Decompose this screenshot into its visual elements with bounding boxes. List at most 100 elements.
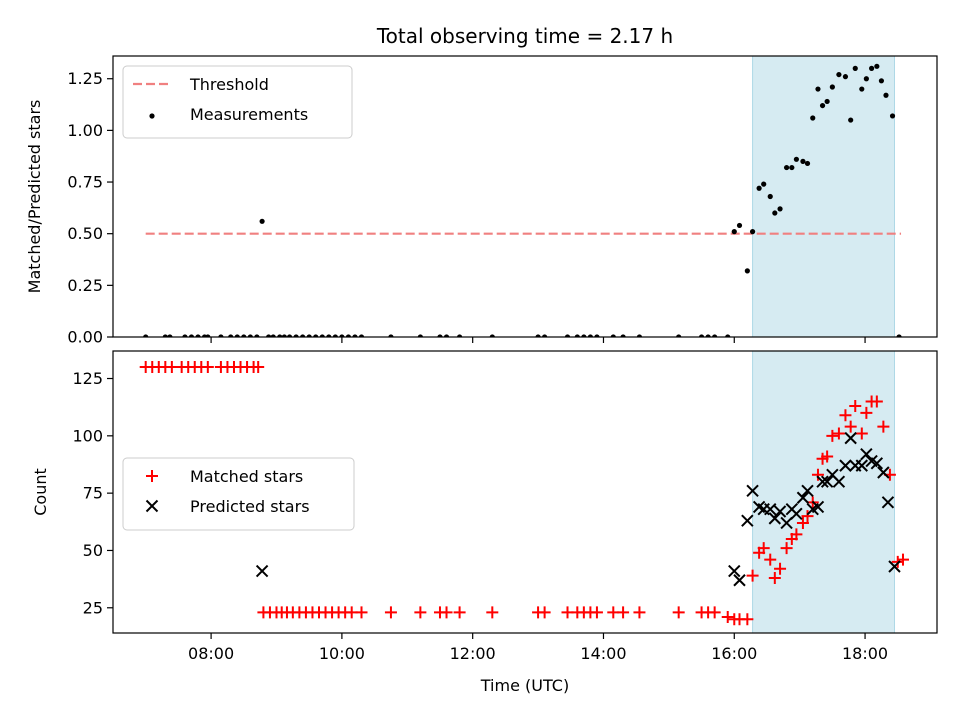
data-point [538,606,551,619]
data-point [896,553,909,566]
data-point [581,334,587,337]
data-point [319,334,325,337]
data-point [889,113,896,119]
shaded-interval [752,55,895,338]
data-point [620,334,626,337]
data-point [587,334,593,337]
y-tick-label: 50 [83,541,103,560]
data-point [877,466,890,479]
x-tick-label: 18:00 [842,644,888,663]
data-point [741,514,754,527]
data-point [764,553,777,566]
data-point [793,156,799,162]
data-point [767,193,773,200]
data-point [832,427,845,440]
data-point [800,158,806,164]
data-point [725,334,731,337]
y-tick-label: 125 [72,369,103,388]
data-point [708,606,721,619]
data-point [821,450,834,463]
data-point [252,361,265,374]
data-point [355,606,368,619]
legend: Matched stars Predicted stars [122,457,355,531]
data-point [741,613,754,626]
data-point [888,560,901,573]
data-point [773,505,787,518]
data-point [339,334,345,337]
y-tick-label: 1.25 [67,69,103,88]
data-point [564,334,571,337]
data-point [728,564,741,578]
y-tick-label: 0.50 [67,224,103,243]
data-point [855,459,869,472]
legend-label: Threshold [189,75,269,94]
data-point [332,334,338,337]
data-point [535,334,541,337]
data-point [672,606,685,619]
data-point [733,574,746,587]
shaded-interval [752,350,895,634]
data-point [790,528,803,541]
data-point [764,502,777,516]
legend-entry: Predicted stars [145,497,310,516]
data-point [844,431,857,445]
data-point [824,98,830,105]
legend-box [122,65,353,139]
y-tick-label: 0.00 [67,328,103,347]
legend-label: Predicted stars [190,497,310,516]
data-point [489,334,495,337]
x-axis-label: Time (UTC) [480,676,569,695]
data-point [286,334,293,337]
x-tick-label: 12:00 [450,644,496,663]
data-point [811,468,824,481]
data-point [162,334,168,337]
data-point [874,63,880,69]
x-tick-label: 16:00 [711,644,757,663]
data-point [863,76,869,82]
data-point [842,74,849,80]
data-point [705,334,711,337]
legend-label: Measurements [190,105,308,124]
data-point [796,491,810,504]
data-point [877,420,890,433]
data-point [254,334,260,337]
data-point [881,496,895,509]
plot-area [143,63,902,337]
data-point [259,218,265,224]
data-point [617,606,630,619]
x-tick-label: 08:00 [188,644,234,663]
data-point [852,65,858,71]
data-point [804,160,811,167]
data-point [836,71,842,78]
data-point [839,409,852,422]
data-point [829,84,835,90]
data-point [811,500,825,514]
data-point [201,361,214,374]
data-point [878,78,885,84]
data-point [816,475,829,488]
data-point [859,86,865,92]
data-point [801,484,814,498]
data-point [590,606,603,619]
data-point [712,334,718,337]
data-point [896,334,902,337]
data-point [313,334,319,337]
panel-ratio: 0.00 0.25 0.50 0.75 1.00 1.25 Matched/Predicte… [25,55,938,347]
data-point [815,86,821,92]
data-point [756,185,762,191]
data-point [440,606,453,619]
data-point [744,268,750,274]
y-axis-label: Count [31,468,50,516]
data-point [849,400,862,413]
data-point [801,510,814,523]
data-point [860,447,873,461]
data-point [241,334,247,337]
data-point [255,564,269,578]
data-point [780,542,793,555]
y-tick-label: 100 [72,426,103,445]
legend-entry: Threshold [133,75,269,94]
data-point [870,395,883,408]
data-point [768,571,781,584]
data-point [746,569,759,582]
